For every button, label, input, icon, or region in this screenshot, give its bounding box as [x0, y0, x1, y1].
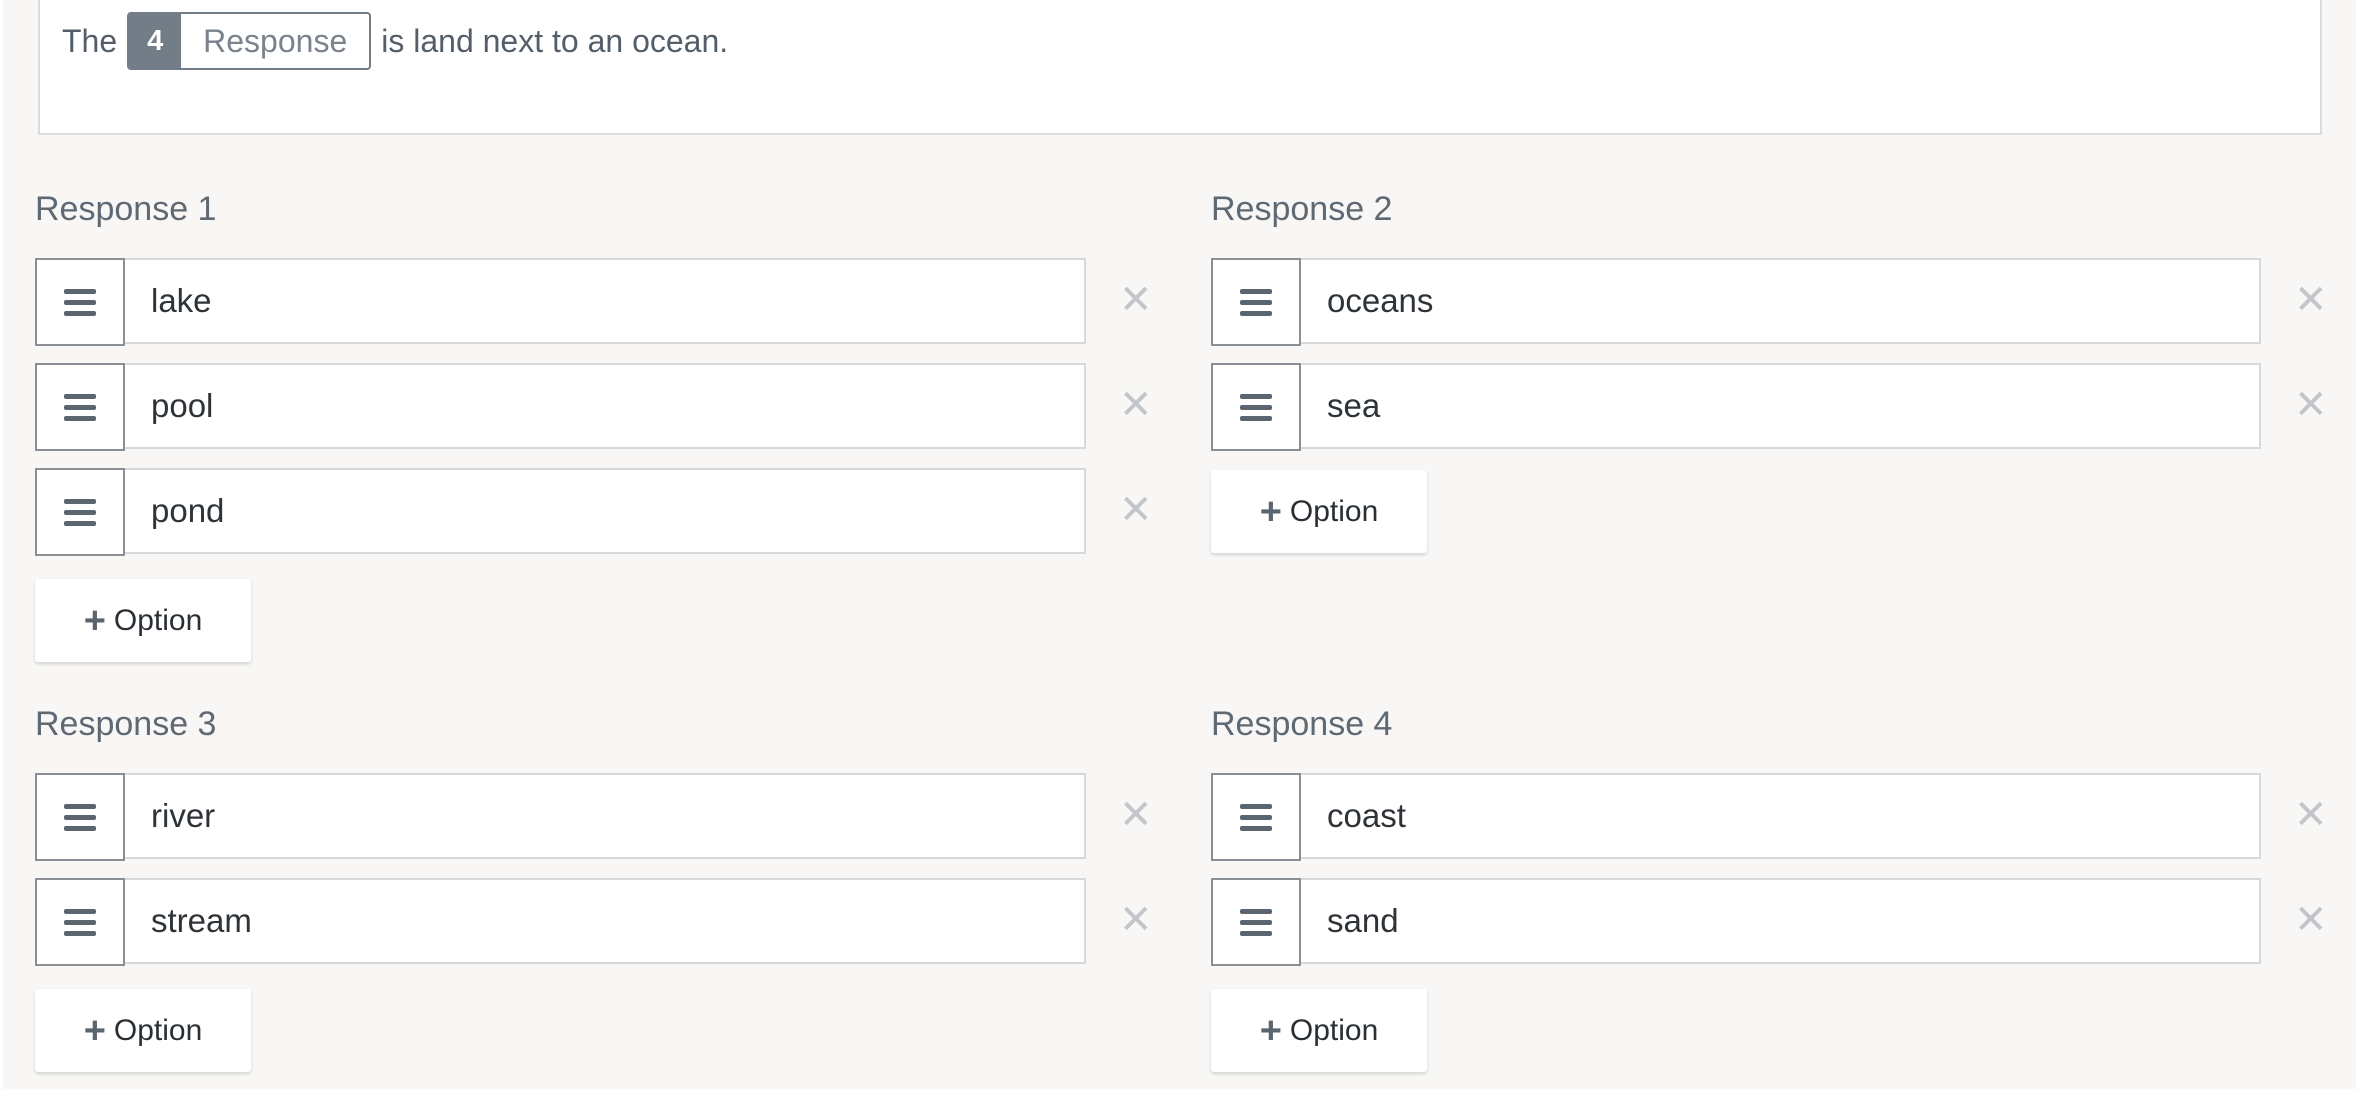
response-2-label: Response 2: [1211, 190, 1393, 228]
response-1-label: Response 1: [35, 190, 217, 228]
drag-handle[interactable]: [1211, 878, 1301, 966]
close-icon: ✕: [1119, 793, 1153, 837]
response-placeholder-label: Response: [203, 22, 348, 59]
add-option-button[interactable]: + Option: [1211, 989, 1427, 1072]
add-option-button[interactable]: + Option: [35, 579, 251, 662]
remove-option-button[interactable]: ✕: [2294, 900, 2328, 940]
remove-option-button[interactable]: ✕: [2294, 385, 2328, 425]
drag-handle-icon: [1240, 391, 1272, 424]
close-icon: ✕: [1119, 488, 1153, 532]
page-background: The 4 Response is land next to an ocean.…: [3, 0, 2356, 1089]
drag-handle-icon: [64, 286, 96, 319]
option-input[interactable]: oceans: [1301, 258, 2261, 344]
option-row: sea: [1211, 363, 2261, 451]
add-option-label: Option: [113, 1013, 203, 1047]
option-row: coast: [1211, 773, 2261, 861]
remove-option-button[interactable]: ✕: [1119, 795, 1153, 835]
drag-handle-icon: [1240, 801, 1272, 834]
add-option-button[interactable]: + Option: [35, 989, 251, 1072]
drag-handle-icon: [1240, 286, 1272, 319]
drag-handle-icon: [64, 496, 96, 529]
stem-text-before: The: [62, 22, 118, 59]
drag-handle[interactable]: [1211, 363, 1301, 451]
drag-handle[interactable]: [35, 363, 125, 451]
drag-handle[interactable]: [35, 773, 125, 861]
drag-handle[interactable]: [35, 468, 125, 556]
stem-sentence: The 4 Response is land next to an ocean.: [62, 12, 728, 70]
add-option-label: Option: [1289, 1013, 1379, 1047]
close-icon: ✕: [2294, 278, 2328, 322]
option-row: stream: [35, 878, 1086, 966]
drag-handle[interactable]: [35, 878, 125, 966]
drag-handle-icon: [64, 801, 96, 834]
response-placeholder[interactable]: 4 Response: [127, 12, 372, 70]
response-4-label: Response 4: [1211, 705, 1393, 743]
option-row: oceans: [1211, 258, 2261, 346]
remove-option-button[interactable]: ✕: [1119, 280, 1153, 320]
response-placeholder-number: 4: [129, 14, 182, 68]
add-option-label: Option: [1289, 494, 1379, 528]
option-input[interactable]: river: [125, 773, 1086, 859]
option-input[interactable]: coast: [1301, 773, 2261, 859]
close-icon: ✕: [2294, 383, 2328, 427]
close-icon: ✕: [1119, 383, 1153, 427]
close-icon: ✕: [2294, 793, 2328, 837]
add-option-button[interactable]: + Option: [1211, 470, 1427, 553]
remove-option-button[interactable]: ✕: [2294, 795, 2328, 835]
add-option-label: Option: [113, 603, 203, 637]
remove-option-button[interactable]: ✕: [1119, 900, 1153, 940]
option-row: pool: [35, 363, 1086, 451]
close-icon: ✕: [1119, 898, 1153, 942]
close-icon: ✕: [1119, 278, 1153, 322]
option-input[interactable]: lake: [125, 258, 1086, 344]
remove-option-button[interactable]: ✕: [2294, 280, 2328, 320]
option-row: sand: [1211, 878, 2261, 966]
option-row: pond: [35, 468, 1086, 556]
drag-handle[interactable]: [35, 258, 125, 346]
plus-icon: +: [1259, 490, 1282, 533]
option-input[interactable]: sand: [1301, 878, 2261, 964]
close-icon: ✕: [2294, 898, 2328, 942]
response-3-label: Response 3: [35, 705, 217, 743]
drag-handle-icon: [64, 391, 96, 424]
option-row: river: [35, 773, 1086, 861]
remove-option-button[interactable]: ✕: [1119, 385, 1153, 425]
drag-handle[interactable]: [1211, 258, 1301, 346]
remove-option-button[interactable]: ✕: [1119, 490, 1153, 530]
question-stem-editor[interactable]: The 4 Response is land next to an ocean.: [38, 0, 2322, 135]
drag-handle-icon: [1240, 906, 1272, 939]
option-row: lake: [35, 258, 1086, 346]
option-input[interactable]: sea: [1301, 363, 2261, 449]
drag-handle[interactable]: [1211, 773, 1301, 861]
option-input[interactable]: pool: [125, 363, 1086, 449]
option-input[interactable]: stream: [125, 878, 1086, 964]
plus-icon: +: [83, 1009, 106, 1052]
option-input[interactable]: pond: [125, 468, 1086, 554]
drag-handle-icon: [64, 906, 96, 939]
plus-icon: +: [1259, 1009, 1282, 1052]
plus-icon: +: [83, 599, 106, 642]
stem-text-after: is land next to an ocean.: [381, 22, 729, 59]
